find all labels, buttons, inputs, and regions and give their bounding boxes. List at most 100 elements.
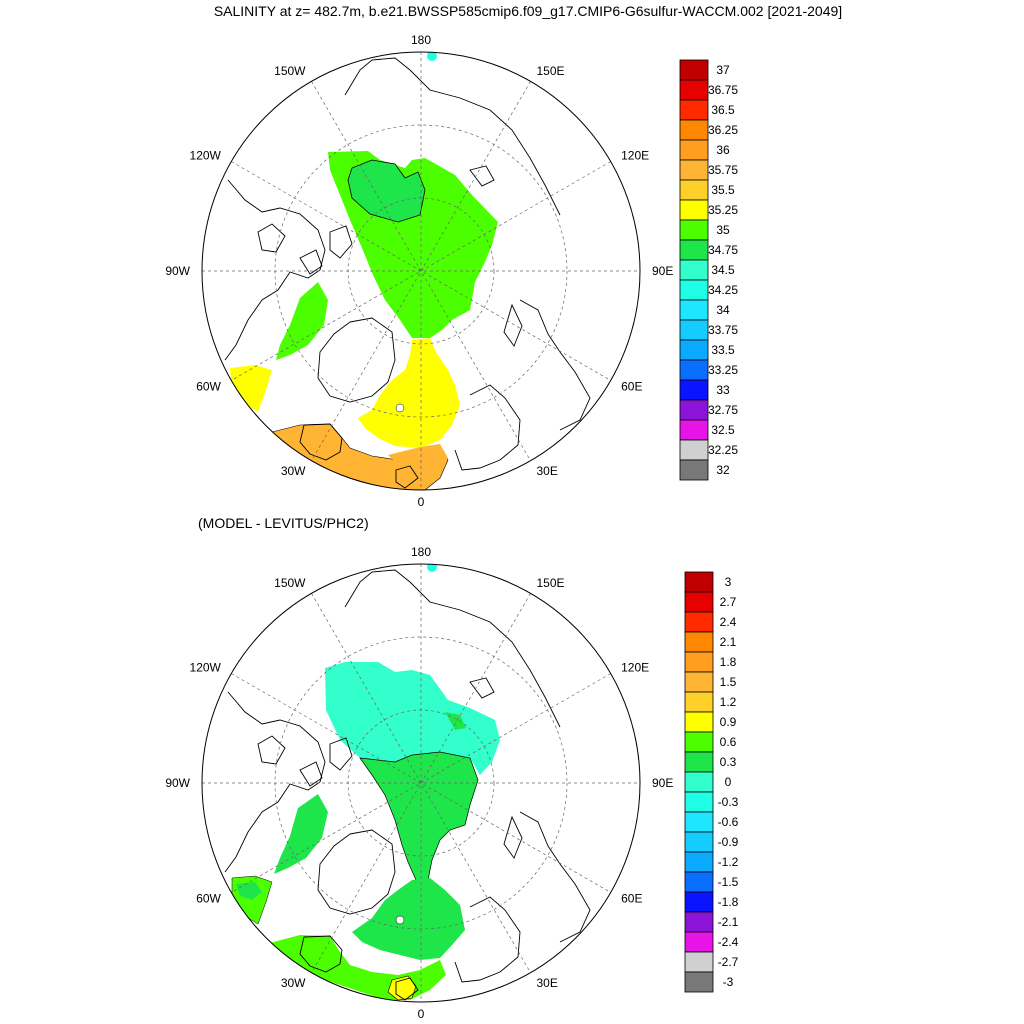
- bottom-colorbar: 3 2.7 2.4 2.1 1.8 1.5 1.2 0.9 0.6 0.3 0 -0.3 -0.6 -0.…: [684, 571, 739, 993]
- bottom-colorbar-label: 0: [725, 775, 732, 789]
- bottom-region-labrador-core: [236, 882, 262, 900]
- top-colorbar-box: [679, 299, 709, 321]
- bottom-region-eurasian: [359, 751, 479, 881]
- top-colorbar-box: [679, 99, 709, 121]
- top-colorbar-box: [679, 179, 709, 201]
- bottom-lon-label: 150W: [274, 576, 306, 590]
- bottom-colorbar-label: -0.6: [718, 815, 739, 829]
- bottom-colorbar-label: -1.8: [718, 895, 739, 909]
- bottom-colorbar-box: [684, 931, 714, 953]
- top-graticule: [202, 52, 640, 490]
- top-colorbar-box: [679, 279, 709, 301]
- top-lon-label: 180: [411, 33, 431, 47]
- top-colorbar-label: 34: [716, 303, 730, 317]
- top-colorbar-box: [679, 339, 709, 361]
- bottom-colorbar-box: [684, 731, 714, 753]
- bottom-graticule: [202, 564, 640, 1002]
- top-colorbar-box: [679, 439, 709, 461]
- top-colorbar-label: 36: [716, 143, 730, 157]
- bottom-map-border: [201, 563, 641, 1003]
- bottom-colorbar-label: -1.5: [718, 875, 739, 889]
- top-colorbar-box: [679, 199, 709, 221]
- top-colorbar-box: [679, 399, 709, 421]
- top-longitude-labels: 180 150E 120E 90E 60E 30E 0 30W 60W 90W 120W 150W: [165, 33, 673, 509]
- bottom-colorbar-label: -2.4: [718, 935, 739, 949]
- bottom-colorbar-box: [684, 891, 714, 913]
- top-lon-label: 120W: [190, 149, 222, 163]
- top-colorbar-label: 33: [716, 383, 730, 397]
- bottom-colorbar-box: [684, 811, 714, 833]
- bottom-colorbar-label: -2.1: [718, 915, 739, 929]
- top-colorbar-label: 35.25: [708, 203, 738, 217]
- top-lon-label: 90W: [165, 264, 190, 278]
- top-lon-label: 60E: [621, 380, 642, 394]
- bottom-colorbar-label: 0.3: [720, 755, 737, 769]
- top-island-cyan: [427, 52, 437, 61]
- top-map: [201, 51, 641, 491]
- top-colorbar-label: 37: [716, 63, 730, 77]
- bottom-colorbar-label: -1.2: [718, 855, 739, 869]
- bottom-colorbar-label: 1.8: [720, 655, 737, 669]
- bottom-region-warm-patch: [387, 975, 417, 1001]
- top-coastlines: [224, 57, 591, 489]
- top-colorbar-label: 35: [716, 223, 730, 237]
- bottom-colorbar-box: [684, 591, 714, 613]
- top-colorbar-box: [679, 159, 709, 181]
- top-colorbar-label: 35.75: [708, 163, 738, 177]
- bottom-colorbar-box: [684, 911, 714, 933]
- bottom-title: (MODEL - LEVITUS/PHC2): [198, 515, 369, 531]
- bottom-colorbar-box: [684, 711, 714, 733]
- top-map-field: [202, 52, 640, 490]
- top-colorbar-label: 32.25: [708, 443, 738, 457]
- bottom-colorbar-label: -0.9: [718, 835, 739, 849]
- bottom-colorbar-box: [684, 791, 714, 813]
- bottom-region-laptev: [445, 712, 466, 730]
- bottom-lon-label: 30W: [281, 976, 306, 990]
- bottom-lon-label: 60E: [621, 892, 642, 906]
- bottom-colorbar-label: 3: [725, 575, 732, 589]
- top-colorbar-label: 34.75: [708, 243, 738, 257]
- top-colorbar-box: [679, 119, 709, 141]
- bottom-colorbar-box: [684, 851, 714, 873]
- top-colorbar-box: [679, 219, 709, 241]
- bottom-colorbar-label: -2.7: [718, 955, 739, 969]
- bottom-lon-label: 0: [418, 1007, 425, 1021]
- top-colorbar-box: [679, 239, 709, 261]
- top-lon-label: 120E: [621, 149, 649, 163]
- top-island: [395, 403, 405, 413]
- top-colorbar-box: [679, 359, 709, 381]
- top-colorbar-label: 34.5: [711, 263, 735, 277]
- bottom-colorbar-label: -0.3: [718, 795, 739, 809]
- bottom-longitude-labels: 180 150E 120E 90E 60E 30E 0 30W 60W 90W 120W 150W: [165, 545, 673, 1021]
- top-colorbar-box: [679, 419, 709, 441]
- bottom-colorbar-box: [684, 751, 714, 773]
- top-lon-label: 30E: [537, 464, 558, 478]
- top-lon-label: 150W: [274, 64, 306, 78]
- top-colorbar-box: [679, 319, 709, 341]
- top-colorbar-box: [679, 59, 709, 81]
- top-lon-label: 60W: [196, 380, 221, 394]
- bottom-region-canada-basin: [325, 662, 500, 775]
- top-colorbar-label: 32.75: [708, 403, 738, 417]
- bottom-island-cyan: [427, 564, 437, 572]
- bottom-lon-label: 120W: [190, 661, 222, 675]
- top-title: SALINITY at z= 482.7m, b.e21.BWSSP585cmi…: [214, 3, 842, 19]
- bottom-colorbar-box: [684, 971, 714, 993]
- top-colorbar-label: 33.25: [708, 363, 738, 377]
- bottom-colorbar-box: [684, 611, 714, 633]
- top-colorbar-label: 35.5: [711, 183, 735, 197]
- bottom-lon-label: 30E: [537, 976, 558, 990]
- top-colorbar-label: 32.5: [711, 423, 735, 437]
- top-region-baffin: [276, 282, 328, 360]
- top-lon-label: 30W: [281, 464, 306, 478]
- bottom-colorbar-box: [684, 831, 714, 853]
- top-colorbar-label: 36.5: [711, 103, 735, 117]
- top-colorbar-box: [679, 139, 709, 161]
- bottom-lon-label: 90W: [165, 776, 190, 790]
- top-colorbar-box: [679, 459, 709, 481]
- top-colorbar: 37 36.75 36.5 36.25 36 35.75 35.5 35.25 35 34.75 3…: [679, 59, 738, 481]
- bottom-region-nordic-eurasian: [352, 878, 465, 960]
- bottom-colorbar-label: 1.5: [720, 675, 737, 689]
- bottom-colorbar-box: [684, 771, 714, 793]
- bottom-island: [395, 915, 405, 925]
